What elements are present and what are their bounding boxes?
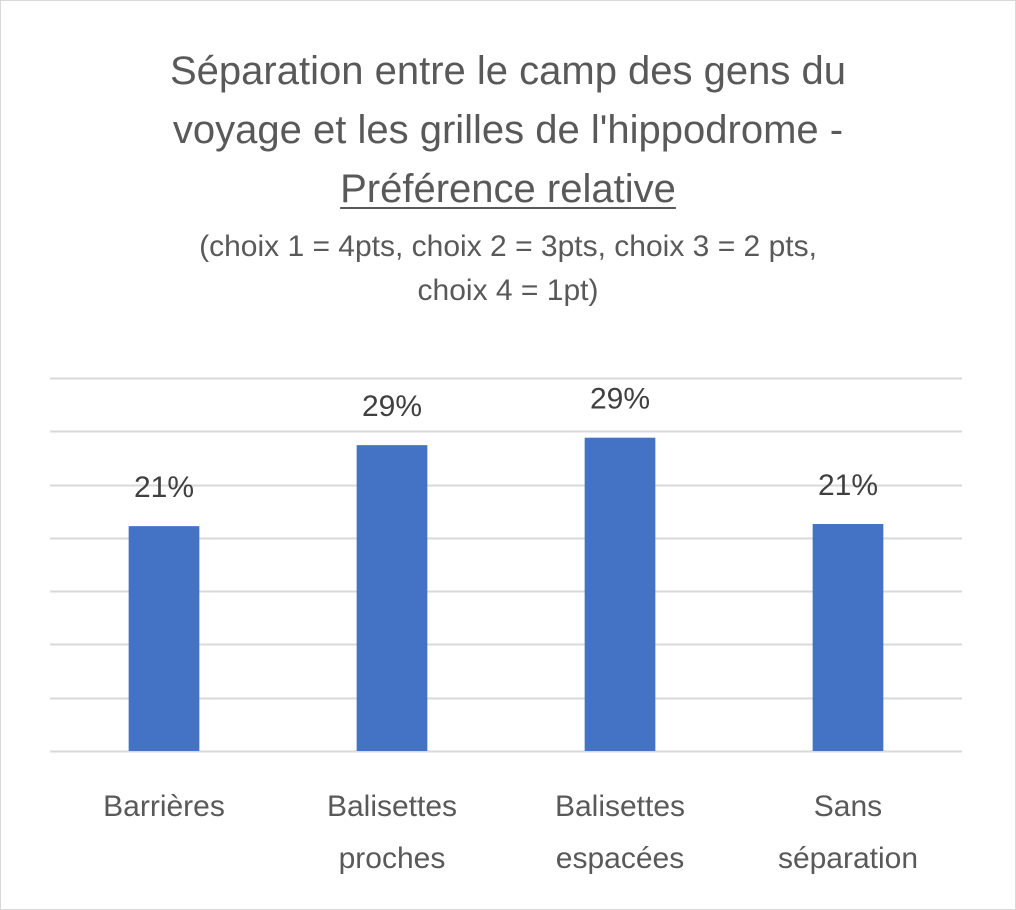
bar — [128, 526, 200, 751]
chart-title-block: Séparation entre le camp des gens du voy… — [40, 42, 976, 313]
chart-subtitle-line-2: choix 4 = 1pt) — [417, 274, 599, 307]
category-label: Sans — [814, 790, 882, 823]
chart-title-line-2: voyage et les grilles de l'hippodrome - — [172, 108, 844, 152]
data-label: 21% — [818, 469, 878, 502]
chart-title-line-1: Séparation entre le camp des gens du — [170, 49, 846, 93]
category-label: Balisettes — [555, 790, 685, 823]
category-label: Balisettes — [327, 790, 457, 823]
data-labels: 21% 29% 29% 21% — [134, 383, 878, 504]
bar — [812, 524, 884, 751]
category-axis-labels: Barrières Balisettes proches Balisettes espa… — [103, 790, 918, 875]
bars — [128, 437, 884, 751]
bar — [584, 437, 656, 751]
data-label: 21% — [134, 471, 194, 504]
chart-subtitle: (choix 1 = 4pts, choix 2 = 3pts, choix 3… — [40, 225, 976, 313]
gridlines — [50, 377, 962, 753]
category-label: séparation — [778, 842, 918, 875]
chart-title-line-3: Préférence relative — [340, 167, 676, 211]
category-label: Barrières — [103, 790, 225, 823]
chart-subtitle-line-1: (choix 1 = 4pts, choix 2 = 3pts, choix 3… — [199, 230, 817, 263]
bar — [356, 445, 428, 751]
data-label: 29% — [590, 383, 650, 416]
category-label: proches — [339, 842, 446, 875]
category-label: espacées — [556, 842, 684, 875]
data-label: 29% — [362, 390, 422, 423]
